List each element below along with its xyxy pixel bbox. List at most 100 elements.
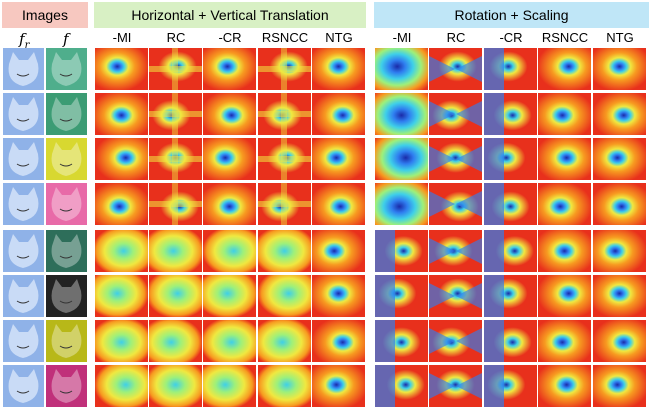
rotation-map-r8-c5 xyxy=(593,365,646,407)
rotation-map-r4-c1 xyxy=(375,183,428,225)
rotation-map-r4-c2 xyxy=(429,183,482,225)
rotation-map-r3-c4 xyxy=(538,138,591,180)
rotation-map-r8-c4 xyxy=(538,365,591,407)
translation-map-r7-c2 xyxy=(149,320,202,362)
rotation-map-r5-c5 xyxy=(593,230,646,272)
rotation-map-r7-c3 xyxy=(484,320,537,362)
reference-image-row-1 xyxy=(3,48,44,90)
translation-map-r4-c1 xyxy=(95,183,148,225)
translation-map-r4-c2 xyxy=(149,183,202,225)
reference-image-row-8 xyxy=(3,365,44,407)
translation-map-r5-c2 xyxy=(149,230,202,272)
rotation-map-r1-c5 xyxy=(593,48,646,90)
reference-image-row-2 xyxy=(3,93,44,135)
rotation-header: Rotation + Scaling xyxy=(374,2,649,28)
rotation-map-r3-c3 xyxy=(484,138,537,180)
moving-image-row-5 xyxy=(46,230,87,272)
moving-image-row-2 xyxy=(46,93,87,135)
translation-map-r7-c5 xyxy=(312,320,365,362)
translation-map-r6-c3 xyxy=(203,275,256,317)
moving-image-symbol: f xyxy=(63,30,69,48)
rotation-map-r1-c4 xyxy=(538,48,591,90)
rotation-map-r3-c1 xyxy=(375,138,428,180)
translation-map-r6-c2 xyxy=(149,275,202,317)
rotation-map-r8-c3 xyxy=(484,365,537,407)
rotation-col-rc: RC xyxy=(446,30,466,45)
rotation-map-r6-c2 xyxy=(429,275,482,317)
images-header: Images xyxy=(2,2,88,28)
reference-image-row-4 xyxy=(3,183,44,225)
rotation-map-r5-c1 xyxy=(375,230,428,272)
translation-map-r5-c1 xyxy=(95,230,148,272)
rotation-map-r6-c1 xyxy=(375,275,428,317)
rotation-col-rsncc: RSNCC xyxy=(541,30,589,45)
rotation-map-r1-c1 xyxy=(375,48,428,90)
reference-symbol-base: f xyxy=(19,30,25,48)
rotation-map-r6-c3 xyxy=(484,275,537,317)
reference-image-row-3 xyxy=(3,138,44,180)
translation-map-r8-c5 xyxy=(312,365,365,407)
translation-col-neg-cr: -CR xyxy=(218,30,242,45)
rotation-map-r4-c5 xyxy=(593,183,646,225)
translation-map-r2-c3 xyxy=(203,93,256,135)
rotation-map-r2-c4 xyxy=(538,93,591,135)
reference-image-symbol: fr xyxy=(19,30,29,51)
rotation-map-r1-c2 xyxy=(429,48,482,90)
translation-map-r2-c2 xyxy=(149,93,202,135)
rotation-map-r5-c4 xyxy=(538,230,591,272)
translation-map-r1-c2 xyxy=(149,48,202,90)
rotation-map-r7-c5 xyxy=(593,320,646,362)
rotation-col-neg-cr: -CR xyxy=(499,30,523,45)
rotation-map-r3-c5 xyxy=(593,138,646,180)
rotation-col-neg-mi: -MI xyxy=(392,30,412,45)
translation-map-r7-c3 xyxy=(203,320,256,362)
translation-map-r8-c2 xyxy=(149,365,202,407)
translation-map-r4-c3 xyxy=(203,183,256,225)
translation-map-r6-c5 xyxy=(312,275,365,317)
translation-map-r3-c4 xyxy=(258,138,311,180)
rotation-map-r7-c1 xyxy=(375,320,428,362)
translation-map-r5-c4 xyxy=(258,230,311,272)
rotation-map-r8-c1 xyxy=(375,365,428,407)
translation-header: Horizontal + Vertical Translation xyxy=(94,2,366,28)
rotation-map-r2-c5 xyxy=(593,93,646,135)
translation-map-r3-c5 xyxy=(312,138,365,180)
translation-map-r4-c5 xyxy=(312,183,365,225)
translation-map-r2-c5 xyxy=(312,93,365,135)
translation-map-r3-c1 xyxy=(95,138,148,180)
translation-map-r3-c3 xyxy=(203,138,256,180)
rotation-map-r5-c2 xyxy=(429,230,482,272)
reference-image-row-5 xyxy=(3,230,44,272)
reference-image-row-6 xyxy=(3,275,44,317)
translation-col-ntg: NTG xyxy=(325,30,353,45)
rotation-map-r7-c2 xyxy=(429,320,482,362)
translation-map-r1-c4 xyxy=(258,48,311,90)
translation-map-r2-c1 xyxy=(95,93,148,135)
translation-col-neg-mi: -MI xyxy=(112,30,132,45)
translation-map-r7-c1 xyxy=(95,320,148,362)
rotation-map-r2-c3 xyxy=(484,93,537,135)
moving-image-row-7 xyxy=(46,320,87,362)
translation-map-r6-c1 xyxy=(95,275,148,317)
rotation-map-r5-c3 xyxy=(484,230,537,272)
rotation-col-ntg: NTG xyxy=(606,30,634,45)
translation-map-r3-c2 xyxy=(149,138,202,180)
translation-map-r6-c4 xyxy=(258,275,311,317)
translation-map-r1-c3 xyxy=(203,48,256,90)
rotation-map-r1-c3 xyxy=(484,48,537,90)
rotation-map-r2-c2 xyxy=(429,93,482,135)
translation-map-r4-c4 xyxy=(258,183,311,225)
translation-map-r8-c1 xyxy=(95,365,148,407)
rotation-map-r2-c1 xyxy=(375,93,428,135)
moving-image-row-4 xyxy=(46,183,87,225)
moving-image-row-1 xyxy=(46,48,87,90)
rotation-map-r3-c2 xyxy=(429,138,482,180)
translation-map-r8-c3 xyxy=(203,365,256,407)
translation-map-r5-c5 xyxy=(312,230,365,272)
moving-image-row-3 xyxy=(46,138,87,180)
translation-map-r7-c4 xyxy=(258,320,311,362)
rotation-map-r4-c4 xyxy=(538,183,591,225)
translation-map-r2-c4 xyxy=(258,93,311,135)
translation-map-r8-c4 xyxy=(258,365,311,407)
translation-map-r1-c5 xyxy=(312,48,365,90)
